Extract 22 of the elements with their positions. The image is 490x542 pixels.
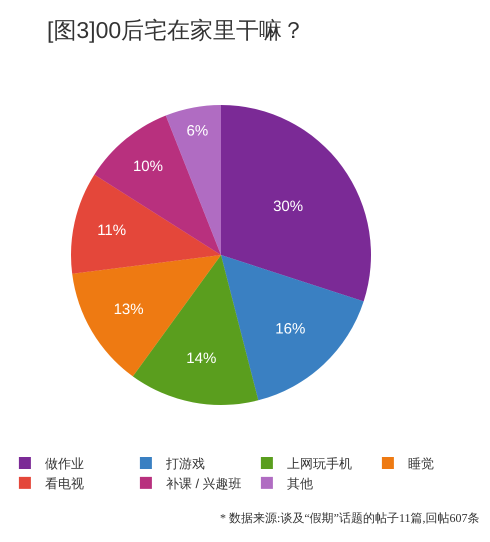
data-label: 10% xyxy=(132,158,163,176)
data-label: 6% xyxy=(186,122,208,140)
legend-label: 睡觉 xyxy=(408,456,434,472)
legend-label: 上网玩手机 xyxy=(286,456,352,472)
pie-slice xyxy=(221,255,364,400)
pie-slice xyxy=(72,255,221,376)
text: * 数据来源:谈及“假期”话题的帖子11篇,回帖607条 xyxy=(220,511,480,525)
pie-slice xyxy=(166,105,221,255)
data-label: 11% xyxy=(97,222,126,240)
pie-slice xyxy=(221,105,371,302)
data-label: 16% xyxy=(275,320,306,338)
data-label: 14% xyxy=(186,350,216,367)
pie-slice xyxy=(94,116,221,255)
legend-label: 看电视 xyxy=(44,476,84,491)
data-label: 13% xyxy=(114,301,144,318)
pie-slice xyxy=(71,174,221,274)
legend-label: 补课 / 兴趣班 xyxy=(166,476,242,491)
legend-label: 其他 xyxy=(286,476,313,491)
legend-label: 打游戏 xyxy=(164,456,205,472)
legend-label: 做作业 xyxy=(44,456,84,472)
chart-title: [图3]00后宅在家里干嘛？ xyxy=(47,17,306,43)
data-label: 30% xyxy=(273,198,304,215)
